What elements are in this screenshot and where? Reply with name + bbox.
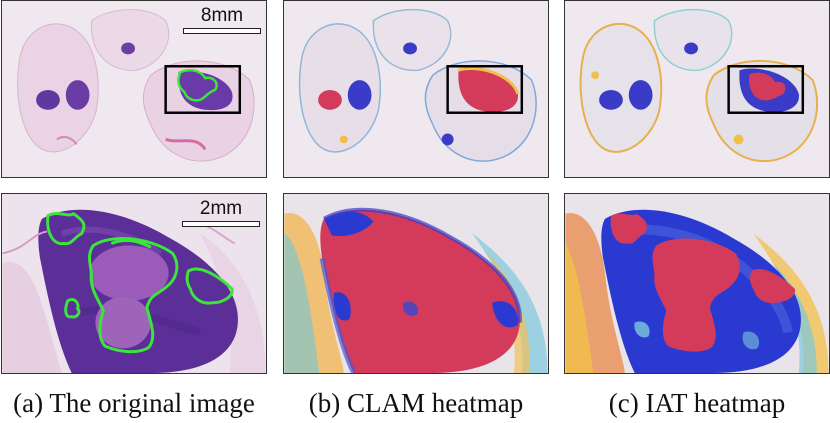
original-zoom-image <box>2 194 266 373</box>
caption-original-image: (a) The original image <box>13 388 255 418</box>
original-zoom-panel <box>1 193 267 374</box>
scalebar-bottom-label: 2mm <box>199 198 243 219</box>
iat-overview-panel <box>564 0 830 178</box>
clam-zoom-panel <box>283 193 549 374</box>
clam-overview-panel <box>283 0 549 178</box>
clam-overview-heatmap <box>284 1 548 177</box>
original-overview-image <box>2 1 266 177</box>
scalebar-top-bar <box>183 28 261 34</box>
scalebar-bottom-bar <box>182 221 260 227</box>
clam-zoom-heatmap <box>284 194 548 373</box>
scalebar-top: 8mm <box>183 5 261 34</box>
iat-overview-heatmap <box>565 1 829 177</box>
iat-zoom-heatmap <box>565 194 829 373</box>
caption-clam-heatmap: (b) CLAM heatmap <box>308 388 524 418</box>
caption-iat-heatmap: (c) IAT heatmap <box>608 388 786 418</box>
iat-zoom-panel <box>564 193 830 374</box>
scalebar-top-label: 8mm <box>200 5 244 26</box>
scalebar-bottom: 2mm <box>182 198 260 227</box>
